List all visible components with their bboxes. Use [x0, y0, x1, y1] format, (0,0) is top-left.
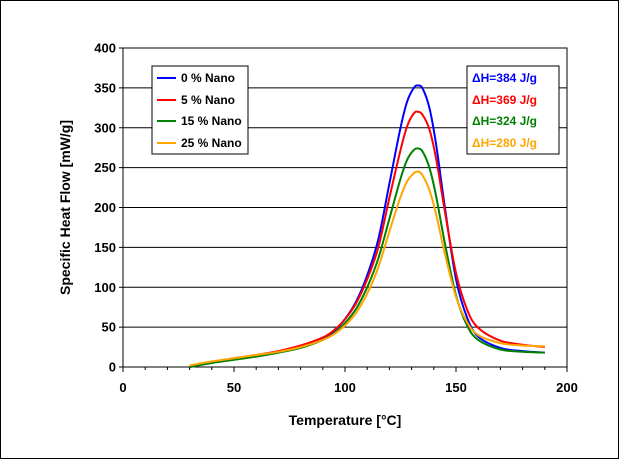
legend-label-2: 15 % Nano [181, 114, 242, 128]
enthalpy-label-0: ΔH=384 J/g [472, 71, 537, 85]
series-lines [189, 84, 545, 368]
series-line-3 [189, 170, 545, 367]
x-tick-label: 0 [119, 380, 126, 395]
x-axis-ticks: 0 50 100 150 200 [119, 367, 578, 395]
enthalpy-box-frame [466, 65, 560, 155]
y-tick-label: 150 [94, 240, 116, 255]
legend-label-0: 0 % Nano [181, 71, 235, 85]
y-tick-label: 200 [94, 200, 116, 215]
y-tick-label: 400 [94, 41, 116, 56]
legend-box [151, 65, 249, 155]
y-tick-label: 250 [94, 160, 116, 175]
x-tick-label: 50 [227, 380, 241, 395]
y-tick-label: 100 [94, 280, 116, 295]
legend-label-1: 5 % Nano [181, 93, 235, 107]
y-axis-ticks: 0 50 100 150 200 250 300 350 400 [94, 41, 123, 375]
x-tick-label: 200 [556, 380, 578, 395]
enthalpy-label-3: ΔH=280 J/g [472, 136, 537, 150]
legend: 0 % Nano 5 % Nano 15 % Nano 25 % Nano [151, 65, 249, 155]
y-tick-label: 300 [94, 120, 116, 135]
x-tick-label: 100 [334, 380, 356, 395]
legend-label-3: 25 % Nano [181, 136, 242, 150]
y-tick-label: 50 [102, 320, 116, 335]
x-tick-label: 150 [445, 380, 467, 395]
y-tick-label: 0 [109, 360, 116, 375]
enthalpy-label-1: ΔH=369 J/g [472, 93, 537, 107]
enthalpy-box: ΔH=384 J/g ΔH=369 J/g ΔH=324 J/g ΔH=280 … [466, 65, 560, 155]
y-tick-label: 350 [94, 80, 116, 95]
enthalpy-label-2: ΔH=324 J/g [472, 114, 537, 128]
x-axis-title: Temperature [°C] [289, 412, 402, 428]
y-axis-title: Specific Heat Flow [mW/g] [57, 120, 73, 295]
